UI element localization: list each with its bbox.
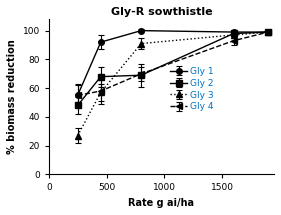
Title: Gly-R sowthistle: Gly-R sowthistle bbox=[111, 7, 212, 17]
Legend: Gly 1, Gly 2, Gly 3, Gly 4: Gly 1, Gly 2, Gly 3, Gly 4 bbox=[171, 67, 214, 111]
Y-axis label: % biomass reduction: % biomass reduction bbox=[7, 39, 17, 154]
X-axis label: Rate g ai/ha: Rate g ai/ha bbox=[128, 198, 194, 208]
